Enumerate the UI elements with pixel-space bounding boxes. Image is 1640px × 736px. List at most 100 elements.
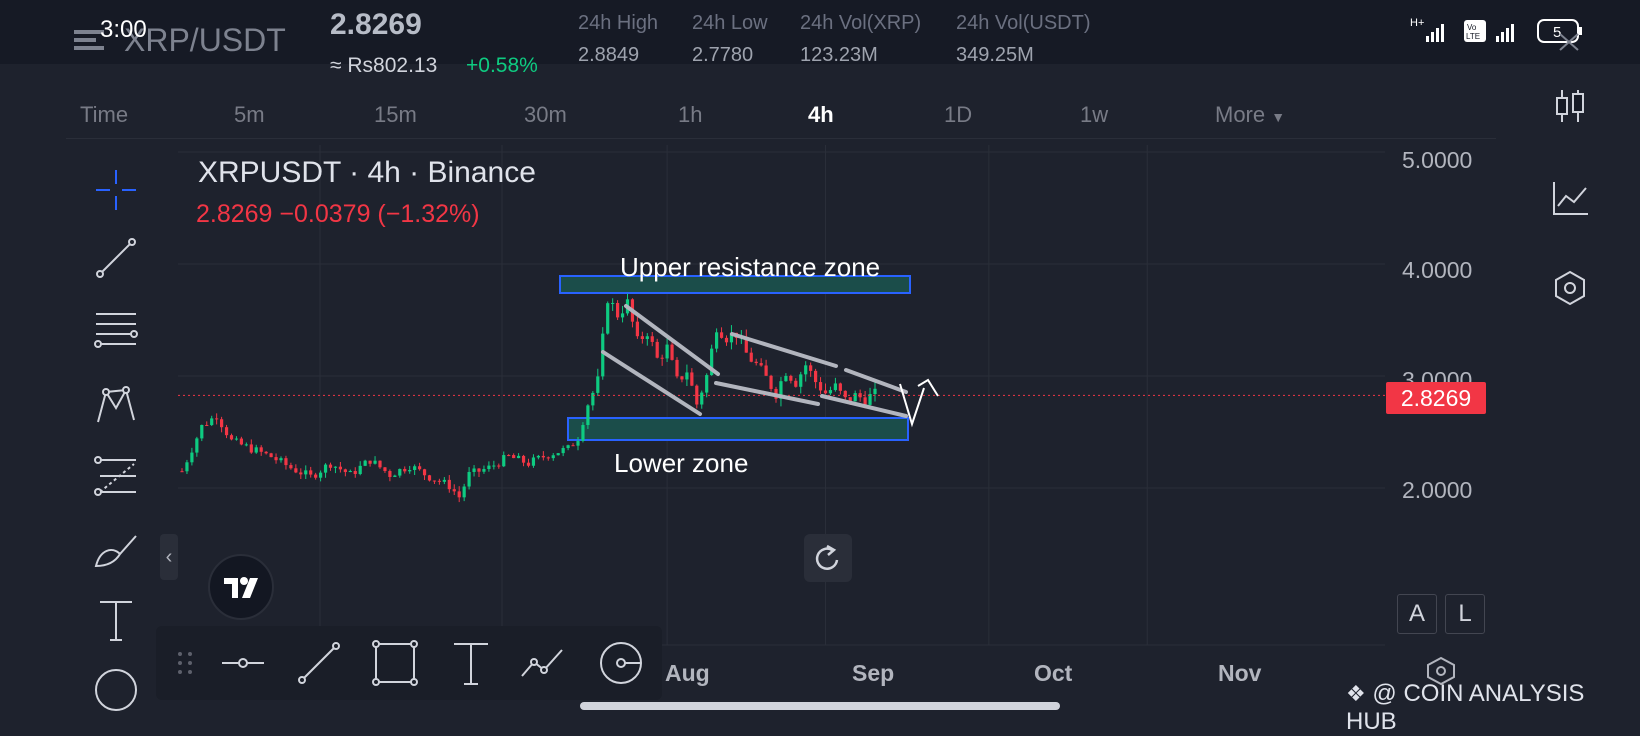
trendline[interactable] bbox=[820, 394, 908, 418]
trendline[interactable] bbox=[714, 381, 820, 406]
candle bbox=[749, 347, 753, 363]
candle bbox=[596, 368, 600, 396]
interval-more[interactable]: More ▼ bbox=[1215, 102, 1285, 128]
candle bbox=[655, 338, 659, 359]
pattern-icon[interactable] bbox=[90, 378, 142, 430]
lower-zone[interactable] bbox=[567, 417, 909, 441]
candle bbox=[670, 341, 674, 361]
candle bbox=[333, 466, 338, 474]
candle bbox=[828, 386, 833, 396]
auto-scale-button[interactable]: A bbox=[1397, 594, 1437, 634]
candle bbox=[675, 357, 679, 379]
menu-icon[interactable] bbox=[74, 26, 108, 54]
candle bbox=[521, 454, 526, 467]
trendline[interactable] bbox=[730, 332, 838, 368]
interval-5m[interactable]: 5m bbox=[234, 102, 265, 127]
candle bbox=[551, 453, 555, 461]
more-tools-icon[interactable] bbox=[90, 660, 142, 712]
indicators-icon[interactable] bbox=[1548, 176, 1592, 220]
svg-text:5: 5 bbox=[1553, 24, 1561, 41]
candle bbox=[814, 368, 818, 389]
trendline[interactable] bbox=[624, 304, 720, 376]
circle-tool-icon[interactable] bbox=[596, 638, 646, 688]
candle bbox=[210, 415, 214, 426]
svg-text:H+: H+ bbox=[1410, 17, 1424, 29]
interval-1h[interactable]: 1h bbox=[678, 102, 703, 127]
candle bbox=[442, 477, 446, 485]
candle bbox=[546, 456, 550, 461]
interval-1d[interactable]: 1D bbox=[944, 102, 973, 127]
interval-30m[interactable]: 30m bbox=[524, 102, 567, 127]
time-axis-label: Oct bbox=[1034, 660, 1073, 686]
price-chart[interactable] bbox=[0, 0, 1640, 720]
candle bbox=[492, 460, 496, 470]
toolbar-collapse-button[interactable]: ‹ bbox=[160, 534, 178, 580]
pair-title[interactable]: XRP/USDT bbox=[124, 22, 286, 58]
candle bbox=[838, 382, 842, 395]
candle bbox=[561, 445, 565, 457]
candle bbox=[220, 416, 224, 433]
rectangle-icon[interactable] bbox=[370, 638, 420, 688]
volte-icon: Vo LTE bbox=[1464, 20, 1486, 42]
reset-chart-button[interactable] bbox=[804, 534, 852, 582]
candle bbox=[645, 333, 649, 346]
candle bbox=[249, 439, 253, 454]
home-indicator[interactable] bbox=[580, 702, 1060, 710]
top-bar bbox=[0, 0, 1640, 64]
stat-label-low: 24h Low bbox=[692, 12, 768, 34]
horizontal-line-icon[interactable] bbox=[218, 638, 268, 688]
candle bbox=[462, 483, 466, 502]
candle bbox=[403, 466, 407, 474]
candle bbox=[323, 463, 328, 478]
close-icon[interactable] bbox=[1556, 30, 1584, 54]
candle bbox=[477, 468, 481, 477]
trendline[interactable] bbox=[601, 350, 702, 416]
candle bbox=[274, 453, 278, 464]
current-price-tag: 2.8269 bbox=[1386, 382, 1486, 414]
candle bbox=[700, 390, 704, 409]
battery-icon: 5 bbox=[1537, 19, 1582, 43]
upper-zone-label: Upper resistance zone bbox=[620, 252, 881, 282]
fib-retracement-icon[interactable] bbox=[90, 304, 142, 356]
time-axis-label: Sep bbox=[852, 660, 895, 686]
status-icons: H+ Vo LTE 5 bbox=[1410, 17, 1582, 43]
stat-value-high: 2.8849 bbox=[578, 44, 640, 66]
interval-15m[interactable]: 15m bbox=[374, 102, 417, 127]
settings-icon[interactable] bbox=[1424, 656, 1458, 686]
candle bbox=[719, 327, 724, 339]
fiat-price: ≈ Rs802.13 bbox=[330, 54, 438, 77]
forecast-icon[interactable] bbox=[90, 450, 142, 502]
trend-line-icon[interactable] bbox=[90, 232, 142, 284]
log-scale-button[interactable]: L bbox=[1445, 594, 1485, 634]
crosshair-icon[interactable] bbox=[90, 164, 142, 216]
candle bbox=[581, 422, 585, 443]
candle bbox=[413, 464, 417, 476]
candle bbox=[873, 382, 877, 402]
path-icon[interactable] bbox=[518, 638, 568, 688]
candle bbox=[586, 404, 590, 429]
candle bbox=[309, 466, 313, 478]
drag-handle-icon[interactable] bbox=[162, 638, 212, 688]
interval-time[interactable]: Time bbox=[80, 102, 129, 127]
trendline[interactable] bbox=[844, 368, 908, 394]
settings-icon[interactable] bbox=[1548, 266, 1592, 310]
candle bbox=[789, 374, 793, 384]
candles-icon[interactable] bbox=[1548, 84, 1592, 128]
candle bbox=[284, 455, 288, 470]
candle bbox=[526, 458, 531, 468]
interval-bar: Time 5m 15m 30m 1h 4h 1D 1w More ▼ bbox=[66, 94, 1496, 139]
trend-line-icon[interactable] bbox=[294, 638, 344, 688]
candle bbox=[185, 459, 189, 475]
upper-resistance-zone[interactable] bbox=[559, 275, 911, 294]
candle bbox=[180, 468, 184, 473]
brush-icon[interactable] bbox=[90, 524, 142, 576]
interval-1w[interactable]: 1w bbox=[1080, 102, 1109, 127]
candle bbox=[398, 468, 402, 478]
last-price: 2.8269 bbox=[330, 8, 422, 41]
candle bbox=[764, 359, 768, 376]
text-tool-icon[interactable] bbox=[90, 594, 142, 646]
interval-4h[interactable]: 4h bbox=[808, 102, 834, 127]
breakout-arrow[interactable] bbox=[899, 378, 939, 428]
text-tool-icon[interactable] bbox=[446, 638, 496, 688]
status-time: 3:00 bbox=[100, 16, 147, 43]
